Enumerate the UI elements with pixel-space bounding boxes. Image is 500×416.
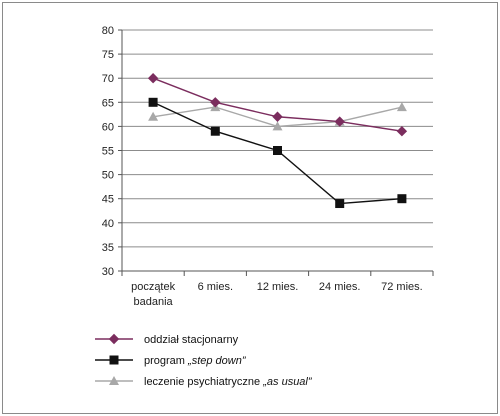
- data-point: [210, 97, 221, 108]
- y-tick-label: 30: [102, 266, 114, 278]
- y-tick-labels: 30 35 40 45 50 55 60 65 70 75 80: [102, 25, 114, 278]
- x-tick-label: 24 mies.: [319, 281, 361, 293]
- x-tick-label: początek badania: [131, 281, 176, 308]
- data-point: [334, 116, 345, 127]
- legend-label: oddział stacjonarny: [144, 334, 239, 346]
- y-tick-label: 55: [102, 146, 114, 158]
- y-tick-label: 45: [102, 194, 114, 206]
- data-point: [272, 121, 283, 131]
- legend-marker: [108, 333, 120, 345]
- legend-label: leczenie psychiatryczne „as usual”: [144, 376, 313, 388]
- x-tick-labels: początek badania 6 mies. 12 mies. 24 mies. 72…: [131, 281, 423, 308]
- legend-marker: [109, 376, 119, 385]
- data-point: [210, 126, 220, 136]
- y-tick-label: 70: [102, 73, 114, 85]
- legend: oddział stacjonarny program „step down” le…: [95, 333, 313, 388]
- y-tick-label: 35: [102, 242, 114, 254]
- data-point: [272, 111, 283, 122]
- legend-marker: [109, 355, 119, 365]
- y-tick-label: 50: [102, 170, 114, 182]
- data-point: [397, 194, 407, 204]
- data-point: [396, 126, 408, 137]
- y-tick-label: 40: [102, 218, 114, 230]
- grid-lines: [122, 29, 433, 248]
- data-point: [273, 146, 282, 155]
- y-tick-label: 60: [102, 121, 114, 133]
- data-point: [148, 97, 158, 107]
- axes: [118, 29, 434, 276]
- data-point: [148, 111, 159, 121]
- x-tick-label: 72 mies.: [381, 281, 423, 293]
- y-tick-label: 65: [102, 97, 114, 109]
- legend-label: program „step down”: [144, 355, 247, 367]
- x-tick-label: 12 mies.: [257, 281, 299, 293]
- series-lines: [147, 73, 408, 209]
- y-tick-label: 75: [102, 49, 114, 61]
- y-tick-label: 80: [102, 25, 114, 37]
- x-tick-label: 6 mies.: [198, 281, 233, 293]
- data-point: [396, 102, 407, 112]
- data-point: [335, 199, 345, 209]
- data-point: [147, 73, 159, 84]
